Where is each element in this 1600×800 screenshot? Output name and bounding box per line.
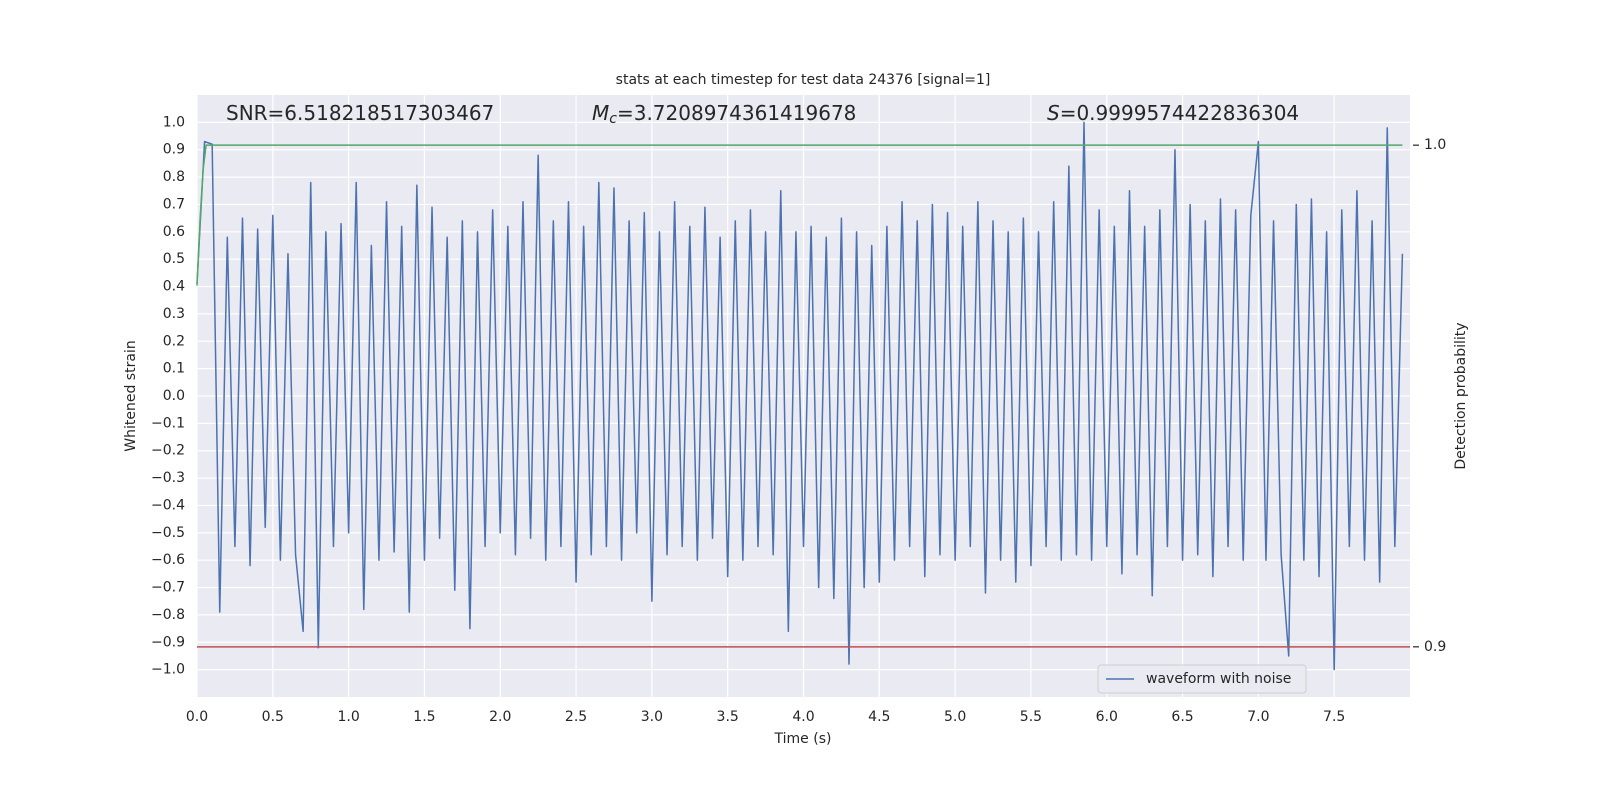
y2-tick-label: 0.9 — [1424, 639, 1446, 655]
y-tick-label: 0.9 — [163, 142, 185, 158]
x-tick-label: 5.0 — [944, 709, 966, 725]
x-tick-label: 3.0 — [641, 709, 663, 725]
y-tick-label: 0.4 — [163, 279, 185, 295]
annotation: SNR=6.518218517303467 — [226, 101, 494, 125]
y-tick-label: −0.7 — [151, 580, 185, 596]
x-tick-label: 0.5 — [262, 709, 284, 725]
x-tick-label: 4.0 — [792, 709, 814, 725]
annotation-subscript: c — [609, 111, 617, 127]
y-tick-label: 0.0 — [163, 388, 185, 404]
chart-title: stats at each timestep for test data 243… — [616, 72, 991, 88]
x-axis-label: Time (s) — [774, 731, 832, 747]
y-tick-label: −0.5 — [151, 525, 185, 541]
x-tick-label: 6.5 — [1171, 709, 1193, 725]
y-tick-label: −0.2 — [151, 443, 185, 459]
annotation: Mc=3.7208974361419678 — [592, 101, 856, 128]
y-tick-label: −1.0 — [151, 662, 185, 678]
x-tick-label: 4.5 — [868, 709, 890, 725]
y-tick-label: −0.9 — [151, 634, 185, 650]
x-tick-label: 5.5 — [1020, 709, 1042, 725]
y-tick-label: 0.7 — [163, 196, 185, 212]
x-tick-label: 7.0 — [1247, 709, 1269, 725]
x-tick-label: 1.0 — [337, 709, 359, 725]
y-tick-label: −0.6 — [151, 552, 185, 568]
y-tick-label: 0.5 — [163, 251, 185, 267]
annotation-text: SNR=6.518218517303467 — [226, 101, 494, 125]
y-tick-label: 0.3 — [163, 306, 185, 322]
y-tick-label: −0.3 — [151, 470, 185, 486]
y-tick-label: −0.4 — [151, 497, 185, 513]
series-line — [196, 144, 1403, 286]
x-tick-label: 2.5 — [565, 709, 587, 725]
y-tick-label: 0.6 — [163, 224, 185, 240]
y2-tick-label: 1.0 — [1424, 137, 1446, 153]
y-tick-label: 0.1 — [163, 361, 185, 377]
x-tick-label: 0.0 — [186, 709, 208, 725]
y-tick-label: 1.0 — [163, 114, 185, 130]
x-tick-label: 6.0 — [1096, 709, 1118, 725]
y-tick-label: −0.1 — [151, 415, 185, 431]
y-tick-label: 0.8 — [163, 169, 185, 185]
x-tick-label: 7.5 — [1323, 709, 1345, 725]
x-tick-label: 1.5 — [413, 709, 435, 725]
annotation-symbol: M — [592, 101, 609, 125]
series-line — [196, 121, 1404, 671]
annotation: S=0.9999574422836304 — [1047, 101, 1299, 125]
annotation-text: =3.7208974361419678 — [617, 101, 856, 125]
legend-label: waveform with noise — [1146, 671, 1291, 687]
y-axis-label: Whitened strain — [123, 340, 139, 451]
x-tick-label: 3.5 — [717, 709, 739, 725]
x-tick-label: 2.0 — [489, 709, 511, 725]
y-tick-label: −0.8 — [151, 607, 185, 623]
y-tick-label: 0.2 — [163, 333, 185, 349]
legend-box — [1097, 664, 1307, 694]
annotation-symbol: S — [1047, 101, 1060, 125]
annotation-text: =0.9999574422836304 — [1060, 101, 1299, 125]
y2-axis-label: Detection probability — [1453, 322, 1469, 469]
